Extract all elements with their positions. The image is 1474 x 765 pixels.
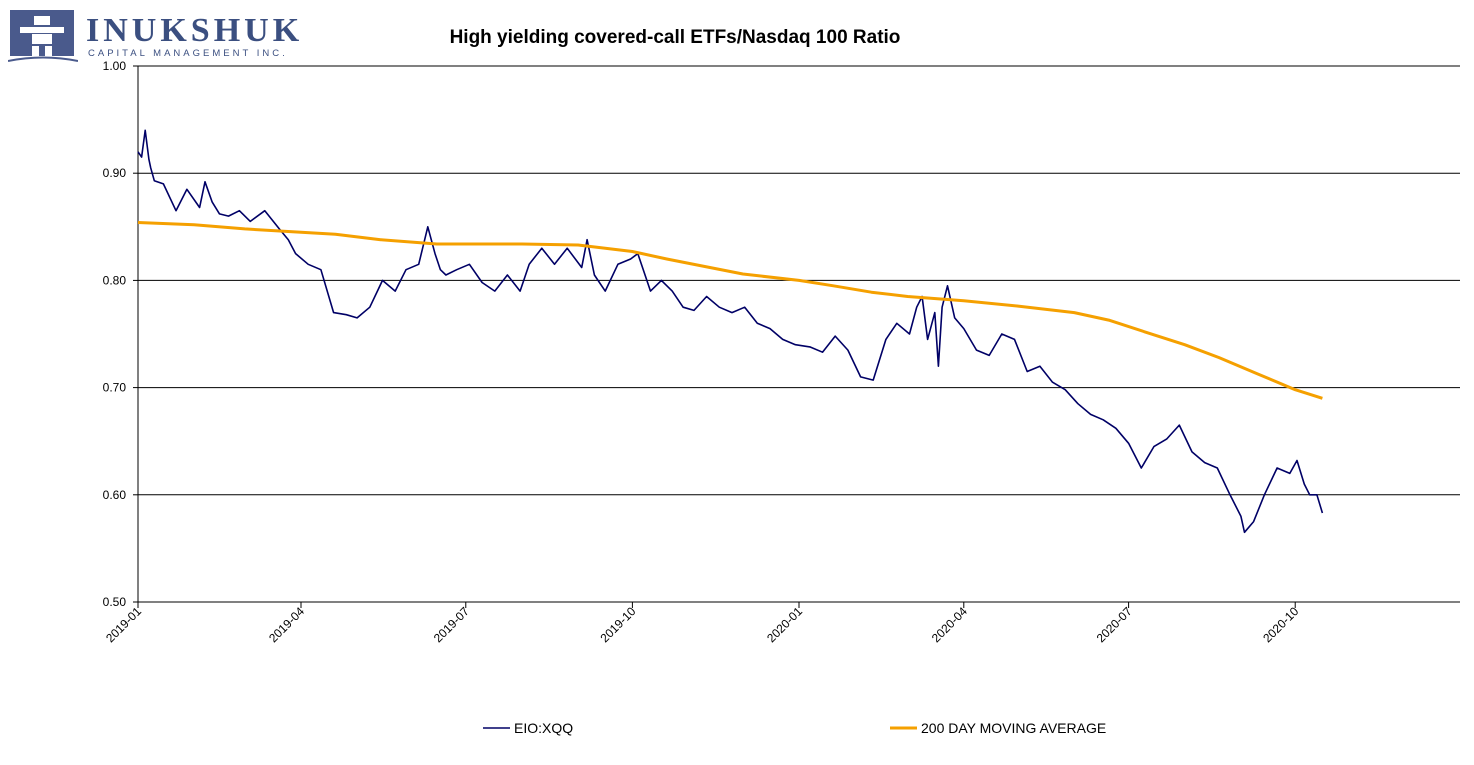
x-tick-label: 2019-01: [103, 604, 144, 645]
logo-name: INUKSHUK: [86, 12, 304, 49]
x-tick-label: 2020-04: [929, 604, 970, 645]
x-tick-label: 2020-10: [1260, 604, 1301, 645]
x-tick-label: 2019-07: [431, 604, 472, 645]
company-logo: INUKSHUK CAPITAL MANAGEMENT INC.: [8, 6, 308, 68]
legend-label: 200 DAY MOVING AVERAGE: [921, 720, 1106, 736]
y-tick-label: 1.00: [103, 59, 127, 73]
legend-label: EIO:XQQ: [514, 720, 573, 736]
x-tick-label: 2020-07: [1094, 604, 1135, 645]
chart-legend: EIO:XQQ 200 DAY MOVING AVERAGE: [483, 720, 1106, 736]
chart-axes: 0.50 0.60 0.70 0.80 0.90 1.00 2019-01 2019-04 20…: [103, 59, 1460, 645]
y-tick-label: 0.50: [103, 595, 127, 609]
series-lines: [137, 129, 1324, 534]
y-tick-label: 0.70: [103, 381, 127, 395]
y-tick-label: 0.90: [103, 166, 127, 180]
y-tick-label: 0.80: [103, 273, 127, 287]
series-line-2: [137, 221, 1323, 400]
y-tick-label: 0.60: [103, 488, 127, 502]
series-line-1: [137, 129, 1324, 534]
inukshuk-emblem-icon: [8, 10, 78, 62]
chart-title: High yielding covered-call ETFs/Nasdaq 1…: [449, 27, 901, 48]
logo-tagline: CAPITAL MANAGEMENT INC.: [88, 48, 288, 59]
x-tick-label: 2019-10: [597, 604, 638, 645]
x-tick-label: 2020-01: [764, 604, 805, 645]
x-tick-label: 2019-04: [266, 604, 307, 645]
